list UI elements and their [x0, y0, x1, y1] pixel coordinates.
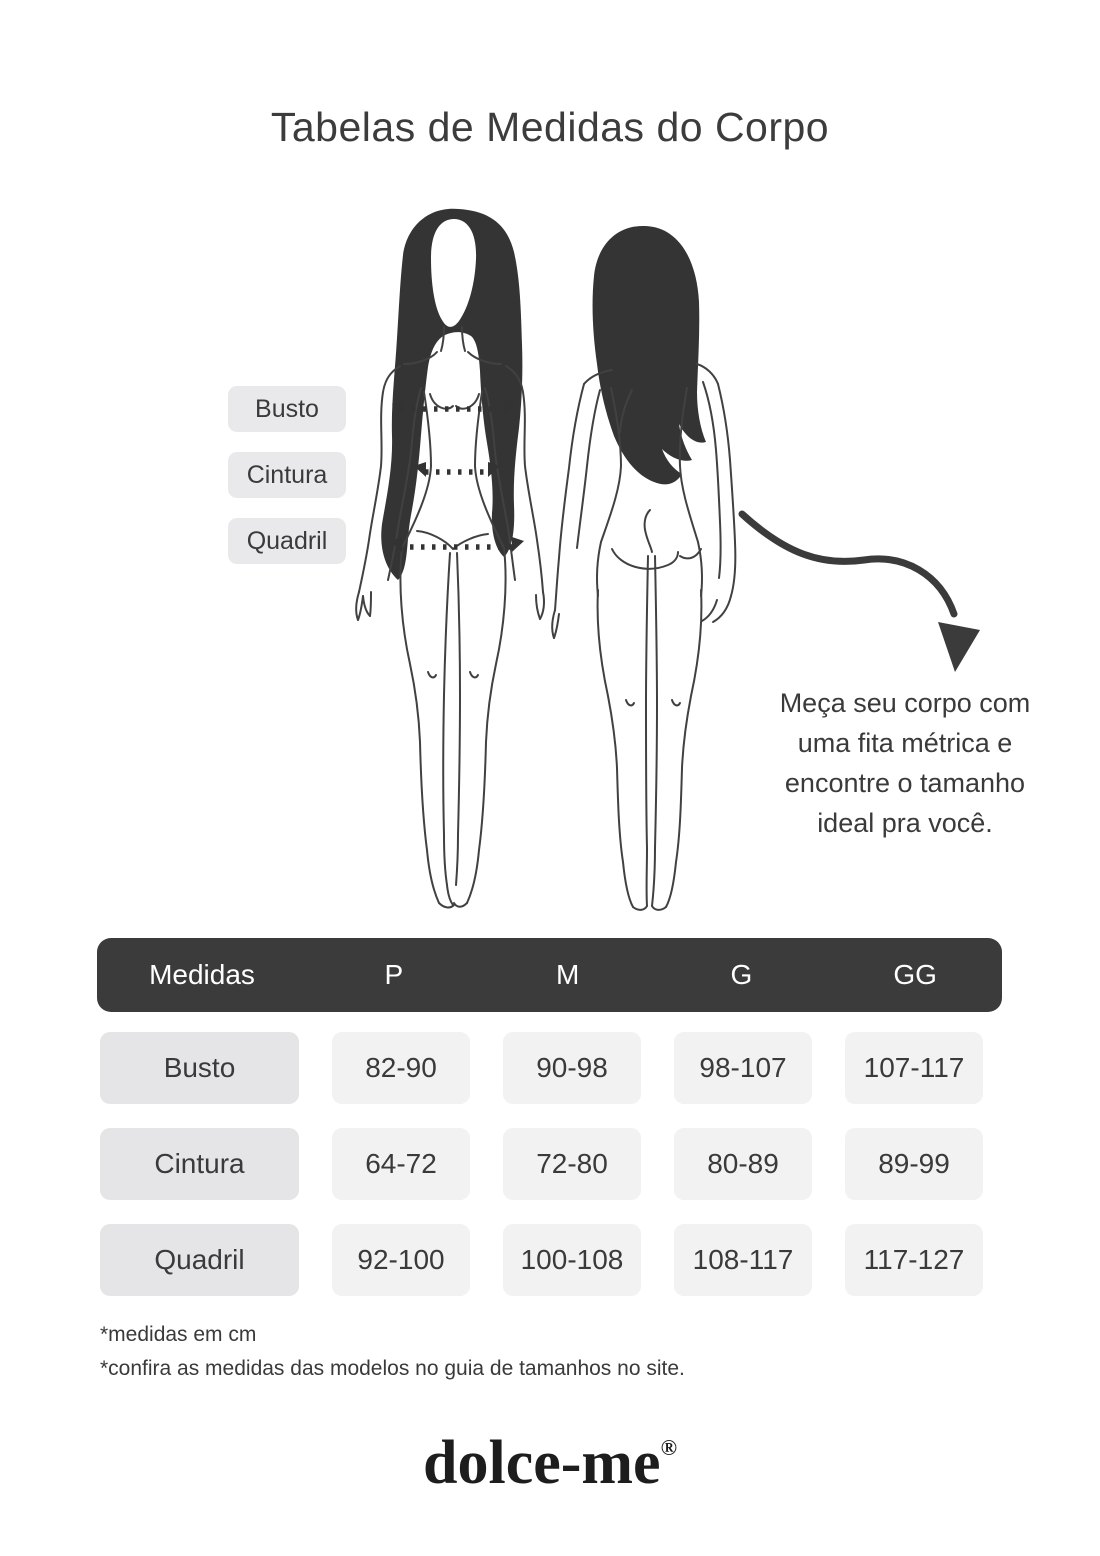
value-cell: 117-127	[845, 1224, 983, 1296]
footnotes: *medidas em cm *confira as medidas das m…	[100, 1318, 685, 1386]
curved-arrow-down-icon	[738, 510, 980, 672]
footnote-units: *medidas em cm	[100, 1323, 257, 1346]
table-row-busto: Busto 82-90 90-98 98-107 107-117	[100, 1032, 983, 1104]
female-figure-front	[355, 208, 545, 909]
note-line: encontre o tamanho	[784, 768, 1026, 798]
footnote-site: *confira as medidas das modelos no guia …	[100, 1357, 685, 1380]
value-cell: 72-80	[503, 1128, 641, 1200]
body-figures-illustration	[355, 208, 737, 911]
row-label-cell: Busto	[100, 1032, 299, 1104]
value-cell: 80-89	[674, 1128, 812, 1200]
table-header-size-g: G	[730, 959, 753, 990]
note-line: uma fita métrica e	[797, 728, 1013, 758]
value-cell: 108-117	[674, 1224, 812, 1296]
measure-note: Meça seu corpo com uma fita métrica e en…	[755, 683, 1055, 843]
registered-mark: ®	[660, 1435, 677, 1461]
value-cell: 107-117	[845, 1032, 983, 1104]
page-title: Tabelas de Medidas do Corpo	[270, 104, 830, 150]
value-cell: 100-108	[503, 1224, 641, 1296]
table-row-cintura: Cintura 64-72 72-80 80-89 89-99	[100, 1128, 983, 1200]
table-header-size-p: P	[384, 959, 404, 990]
hip-tag: Quadril	[228, 518, 346, 564]
value-cell: 90-98	[503, 1032, 641, 1104]
waist-measure-line	[414, 462, 500, 477]
table-header-medidas: Medidas	[149, 959, 255, 990]
value-cell: 64-72	[332, 1128, 470, 1200]
bust-tag: Busto	[228, 386, 346, 432]
brand-name: dolce-me	[423, 1429, 661, 1497]
row-label-cell: Cintura	[100, 1128, 299, 1200]
bust-measure-line	[392, 399, 516, 414]
note-line: Meça seu corpo com	[779, 688, 1031, 718]
note-line: ideal pra você.	[817, 808, 993, 838]
table-header-size-m: M	[555, 959, 580, 990]
value-cell: 82-90	[332, 1032, 470, 1104]
table-row-quadril: Quadril 92-100 100-108 108-117 117-127	[100, 1224, 983, 1296]
waist-tag: Cintura	[228, 452, 346, 498]
value-cell: 98-107	[674, 1032, 812, 1104]
value-cell: 89-99	[845, 1128, 983, 1200]
table-header: Medidas P M G GG	[97, 938, 1002, 1012]
row-label-cell: Quadril	[100, 1224, 299, 1296]
hip-measure-line	[390, 537, 524, 552]
value-cell: 92-100	[332, 1224, 470, 1296]
female-figure-back	[551, 225, 737, 911]
table-header-size-gg: GG	[893, 959, 937, 990]
brand-logo: dolce-me®	[0, 1428, 1100, 1499]
